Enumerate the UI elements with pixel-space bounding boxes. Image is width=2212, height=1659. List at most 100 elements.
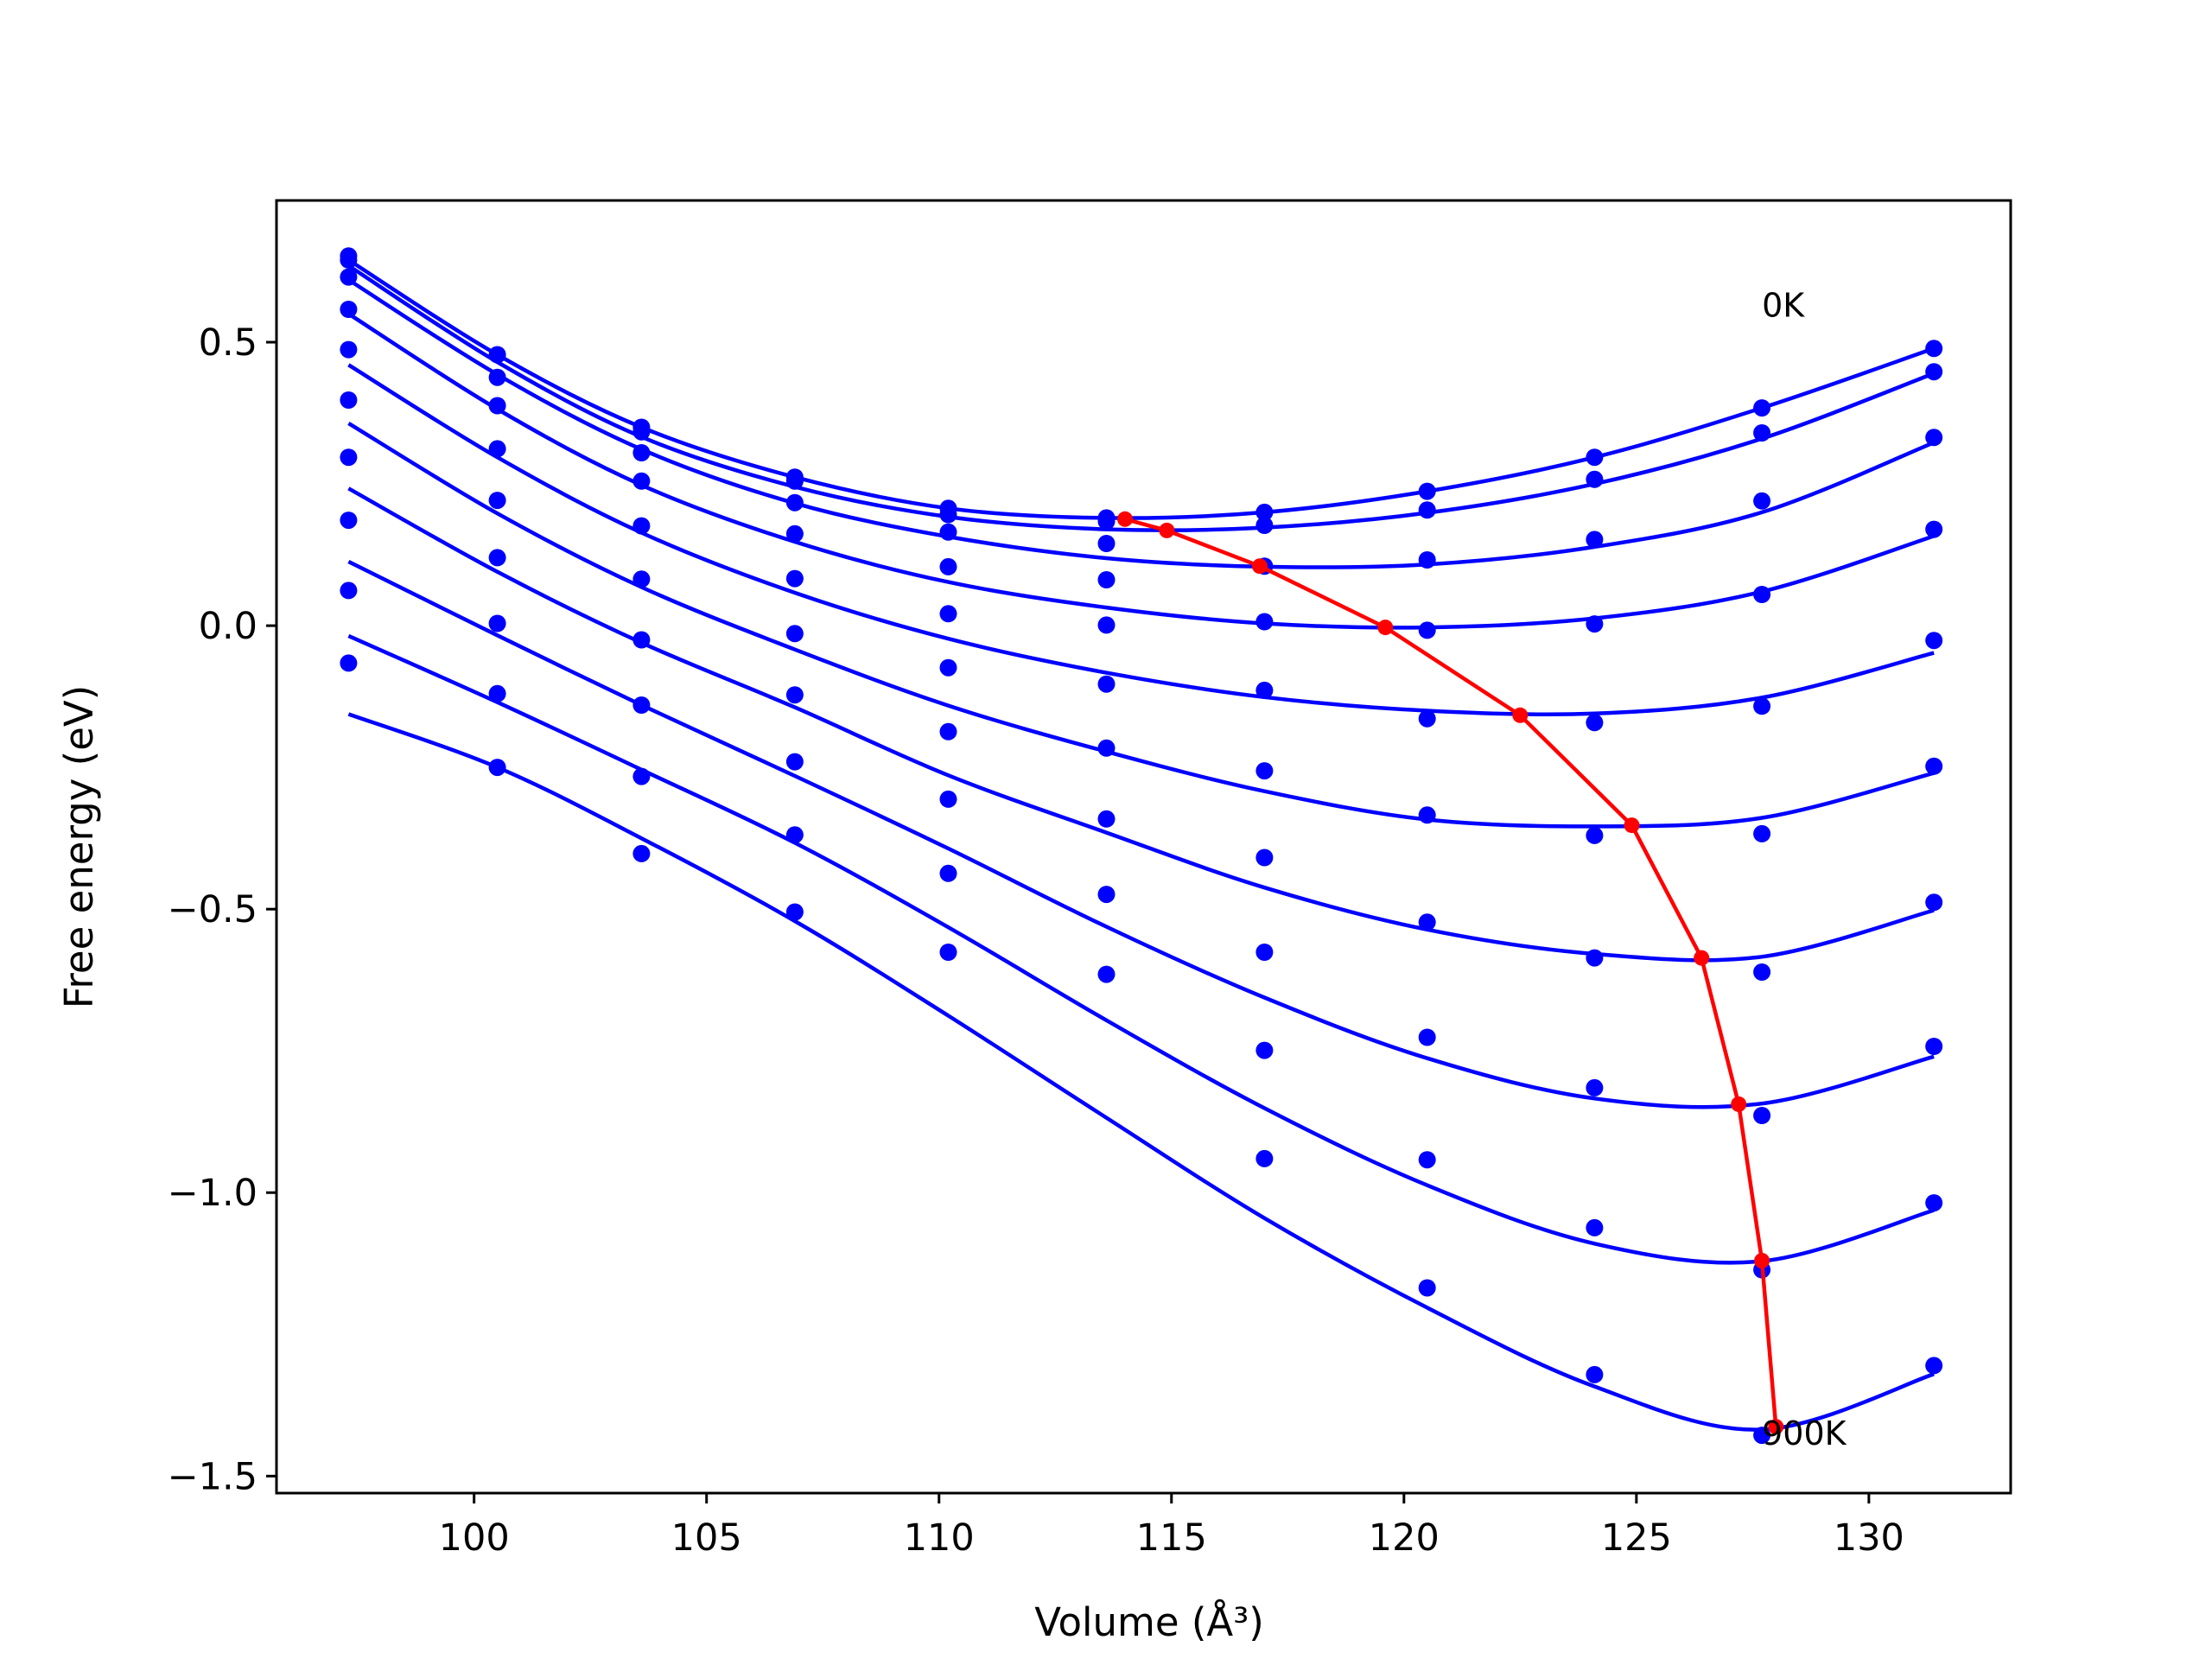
data-point — [1255, 762, 1274, 780]
data-point — [1925, 1038, 1943, 1055]
data-point — [1586, 448, 1604, 467]
data-point — [1097, 675, 1116, 693]
data-points — [340, 247, 1943, 1445]
data-point — [939, 605, 957, 623]
data-point — [632, 696, 651, 714]
data-point — [1586, 1078, 1604, 1096]
data-point — [488, 368, 506, 386]
data-point — [1753, 1427, 1771, 1445]
temperature-annotation: 0K — [1762, 287, 1805, 325]
data-point — [1255, 613, 1274, 631]
data-point — [632, 517, 651, 535]
data-point — [340, 512, 358, 530]
minimum-point — [1768, 1419, 1784, 1435]
data-point — [1255, 944, 1274, 961]
data-point — [785, 472, 804, 490]
data-point — [1418, 709, 1436, 728]
data-point — [1255, 503, 1274, 521]
data-point — [1418, 1151, 1436, 1169]
x-tick-label: 110 — [904, 1516, 975, 1560]
data-point — [340, 582, 358, 600]
data-point — [1097, 535, 1116, 552]
data-point — [340, 391, 358, 409]
minimum-point — [1252, 558, 1268, 575]
data-point — [1586, 949, 1604, 967]
x-tick-label: 100 — [439, 1516, 510, 1560]
data-point — [1255, 517, 1274, 534]
x-tick-label: 105 — [671, 1516, 742, 1560]
data-point — [785, 826, 804, 844]
temperature-annotation: 900K — [1762, 1414, 1847, 1452]
data-point — [785, 753, 804, 771]
fit-curve-8 — [347, 633, 1935, 1265]
data-point — [1418, 482, 1436, 500]
data-point — [340, 268, 358, 286]
minimum-point — [1512, 707, 1529, 723]
minimum-point — [1377, 620, 1394, 636]
fit-curve-4 — [347, 363, 1935, 717]
data-point — [1586, 615, 1604, 633]
data-point — [1753, 963, 1771, 981]
data-point — [1255, 1149, 1274, 1167]
y-tick-label: 0.5 — [199, 321, 257, 365]
data-point — [939, 944, 957, 961]
data-point — [1925, 363, 1943, 381]
data-point — [488, 759, 506, 777]
minimum-point — [1694, 950, 1710, 966]
data-point — [785, 625, 804, 643]
data-point — [340, 340, 358, 359]
data-point — [1418, 551, 1436, 569]
data-point — [1097, 810, 1116, 828]
data-point — [1097, 886, 1116, 904]
data-point — [1925, 520, 1943, 538]
data-point — [1097, 739, 1116, 757]
data-point — [488, 684, 506, 702]
y-axis-label: Free energy (eV) — [56, 685, 102, 1008]
data-point — [785, 524, 804, 543]
plot-frame — [275, 199, 2012, 1495]
data-point — [1925, 340, 1943, 358]
data-point — [488, 549, 506, 567]
data-point — [1586, 714, 1604, 732]
data-point — [1753, 424, 1771, 442]
data-point — [939, 658, 957, 677]
data-point — [632, 423, 651, 441]
minimum-point — [1731, 1096, 1747, 1112]
data-point — [1753, 586, 1771, 603]
data-point — [785, 569, 804, 588]
data-point — [1097, 571, 1116, 588]
minimum-point — [1754, 1253, 1770, 1268]
data-point — [939, 523, 957, 541]
data-point — [632, 844, 651, 862]
data-point — [1925, 893, 1943, 912]
x-tick-label: 130 — [1834, 1516, 1904, 1560]
minimum-point — [1159, 522, 1175, 538]
data-point — [488, 614, 506, 632]
data-point — [1418, 501, 1436, 519]
data-point — [1925, 429, 1943, 447]
data-point — [488, 440, 506, 458]
y-axis-ticks: 0.5 0.0 −0.5 −1.0 −1.5 — [168, 321, 276, 1498]
data-point — [632, 444, 651, 461]
data-point — [1418, 1279, 1436, 1297]
data-point — [1097, 512, 1116, 531]
annotations: 0K 900K — [1762, 287, 1847, 1453]
y-tick-label: −0.5 — [168, 888, 257, 931]
fit-curve-3 — [347, 312, 1935, 630]
data-point — [785, 686, 804, 704]
data-point — [1925, 632, 1943, 650]
minimum-point — [1624, 817, 1640, 834]
x-tick-label: 125 — [1601, 1516, 1672, 1560]
x-axis-ticks: 100 105 110 115 120 125 130 — [439, 1493, 1904, 1560]
data-point — [1255, 1041, 1274, 1059]
data-point — [340, 301, 358, 318]
data-point — [340, 247, 358, 265]
data-point — [1753, 697, 1771, 715]
minimum-point — [1117, 511, 1133, 527]
y-tick-label: 0.0 — [199, 605, 257, 648]
data-point — [1925, 1357, 1943, 1375]
minimum-path-line — [1124, 517, 1778, 1427]
data-point — [632, 767, 651, 785]
data-point — [1255, 681, 1274, 699]
data-point — [488, 397, 506, 415]
